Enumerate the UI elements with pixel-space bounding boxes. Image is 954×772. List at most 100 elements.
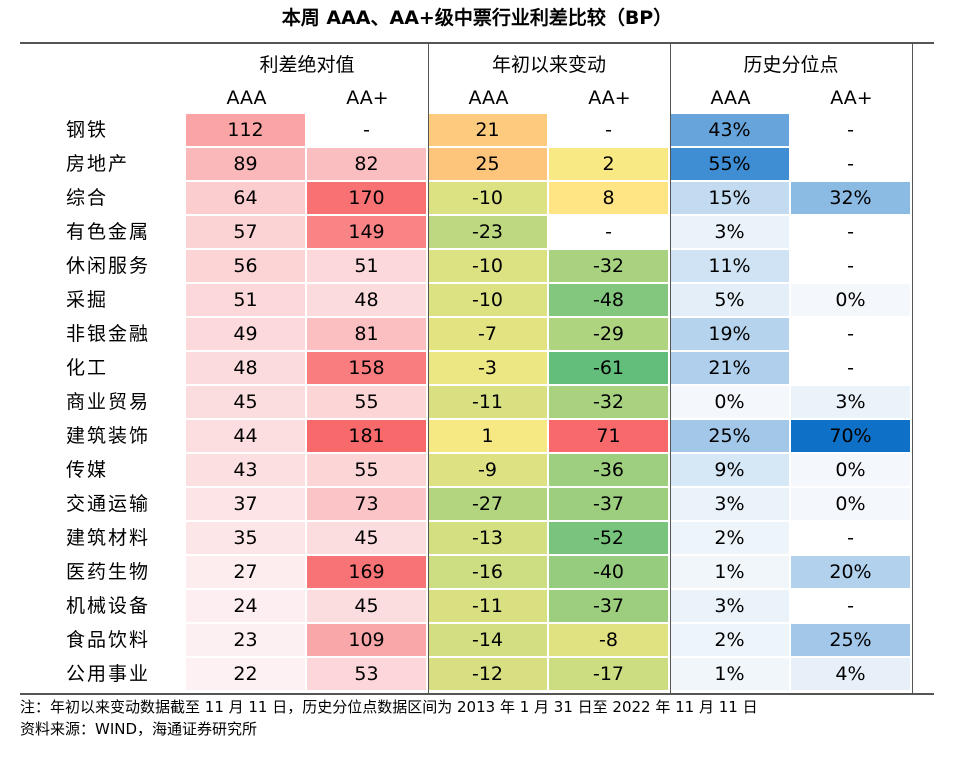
cell-pct-aaplus: - xyxy=(847,255,854,277)
cell-spread-aaplus: 55 xyxy=(307,386,426,418)
table-row: 非银金融 49 81 -7 -29 19% - xyxy=(0,318,954,352)
cell-change-aaplus: -8 xyxy=(549,624,668,656)
cell-spread-aaa: 44 xyxy=(186,420,305,452)
cell-spread-aaplus: 55 xyxy=(307,454,426,486)
cell-change-aaplus: -37 xyxy=(549,488,668,520)
cell-pct-aaa: 1% xyxy=(670,556,789,588)
cell-pct-aaa: 2% xyxy=(670,522,789,554)
table-row: 机械设备 24 45 -11 -37 3% - xyxy=(0,590,954,624)
cell-pct-aaplus: 3% xyxy=(791,386,910,418)
table-row: 公用事业 22 53 -12 -17 1% 4% xyxy=(0,658,954,692)
sub-header-pct-aaa: AAA xyxy=(710,87,751,109)
separator-right xyxy=(912,44,913,693)
cell-pct-aaplus: 25% xyxy=(791,624,910,656)
bottom-rule xyxy=(20,693,934,695)
sub-header-change-aaplus: AA+ xyxy=(588,87,631,109)
cell-spread-aaplus: 73 xyxy=(307,488,426,520)
footnote: 注：年初以来变动数据截至 11 月 11 日，历史分位点数据区间为 2013 年… xyxy=(20,696,950,740)
cell-pct-aaplus: 0% xyxy=(791,488,910,520)
cell-change-aaa: 21 xyxy=(428,114,547,146)
cell-change-aaplus: -32 xyxy=(549,250,668,282)
cell-spread-aaa: 35 xyxy=(186,522,305,554)
cell-spread-aaplus: 51 xyxy=(307,250,426,282)
table-row: 商业贸易 45 55 -11 -32 0% 3% xyxy=(0,386,954,420)
row-label: 休闲服务 xyxy=(66,255,151,277)
cell-change-aaa: -3 xyxy=(428,352,547,384)
cell-spread-aaa: 37 xyxy=(186,488,305,520)
row-label: 机械设备 xyxy=(66,595,151,617)
cell-change-aaplus: -48 xyxy=(549,284,668,316)
cell-pct-aaplus: 0% xyxy=(791,454,910,486)
cell-spread-aaplus: 158 xyxy=(307,352,426,384)
sub-header-spread-aaplus: AA+ xyxy=(346,87,389,109)
cell-change-aaplus: - xyxy=(605,119,612,141)
cell-pct-aaplus: - xyxy=(847,527,854,549)
cell-change-aaa: -7 xyxy=(428,318,547,350)
cell-spread-aaplus: 169 xyxy=(307,556,426,588)
top-rule xyxy=(20,42,934,44)
cell-change-aaa: -13 xyxy=(428,522,547,554)
cell-spread-aaplus: 82 xyxy=(307,148,426,180)
cell-change-aaa: -11 xyxy=(428,590,547,622)
cell-pct-aaa: 15% xyxy=(670,182,789,214)
row-label: 建筑装饰 xyxy=(66,425,151,447)
row-label: 非银金融 xyxy=(66,323,151,345)
row-label: 商业贸易 xyxy=(66,391,151,413)
table-row: 钢铁 112 - 21 - 43% - xyxy=(0,114,954,148)
cell-spread-aaplus: 45 xyxy=(307,590,426,622)
cell-spread-aaa: 49 xyxy=(186,318,305,350)
row-label: 公用事业 xyxy=(66,663,151,685)
cell-change-aaplus: -29 xyxy=(549,318,668,350)
cell-pct-aaplus: 4% xyxy=(791,658,910,690)
cell-spread-aaa: 48 xyxy=(186,352,305,384)
table-row: 休闲服务 56 51 -10 -32 11% - xyxy=(0,250,954,284)
cell-pct-aaa: 0% xyxy=(670,386,789,418)
cell-change-aaplus: -37 xyxy=(549,590,668,622)
cell-pct-aaa: 43% xyxy=(670,114,789,146)
table-row: 交通运输 37 73 -27 -37 3% 0% xyxy=(0,488,954,522)
sub-header-change-aaa: AAA xyxy=(468,87,509,109)
table-row: 化工 48 158 -3 -61 21% - xyxy=(0,352,954,386)
row-label: 食品饮料 xyxy=(66,629,151,651)
cell-spread-aaa: 56 xyxy=(186,250,305,282)
group-header-percentile: 历史分位点 xyxy=(743,54,839,76)
separator-change xyxy=(428,44,429,693)
cell-spread-aaa: 112 xyxy=(186,114,305,146)
cell-change-aaa: -11 xyxy=(428,386,547,418)
table-row: 建筑材料 35 45 -13 -52 2% - xyxy=(0,522,954,556)
cell-spread-aaplus: 48 xyxy=(307,284,426,316)
cell-pct-aaplus: 20% xyxy=(791,556,910,588)
table-row: 采掘 51 48 -10 -48 5% 0% xyxy=(0,284,954,318)
cell-change-aaplus: -32 xyxy=(549,386,668,418)
cell-pct-aaplus: - xyxy=(847,323,854,345)
cell-spread-aaplus: 149 xyxy=(307,216,426,248)
row-label: 综合 xyxy=(66,187,109,209)
cell-change-aaa: -23 xyxy=(428,216,547,248)
table-row: 传媒 43 55 -9 -36 9% 0% xyxy=(0,454,954,488)
group-header-change: 年初以来变动 xyxy=(491,54,606,76)
group-header-row: 利差绝对值 年初以来变动 历史分位点 xyxy=(0,48,954,82)
cell-spread-aaa: 57 xyxy=(186,216,305,248)
cell-change-aaa: -12 xyxy=(428,658,547,690)
table-row: 医药生物 27 169 -16 -40 1% 20% xyxy=(0,556,954,590)
cell-spread-aaa: 51 xyxy=(186,284,305,316)
cell-change-aaplus: 71 xyxy=(549,420,668,452)
table-title: 本周 AAA、AA+级中票行业利差比较（BP） xyxy=(281,7,673,29)
cell-change-aaplus: -36 xyxy=(549,454,668,486)
cell-pct-aaplus: 32% xyxy=(791,182,910,214)
row-label: 化工 xyxy=(66,357,109,379)
cell-pct-aaplus: - xyxy=(847,357,854,379)
row-label: 钢铁 xyxy=(66,119,109,141)
cell-spread-aaa: 23 xyxy=(186,624,305,656)
cell-pct-aaa: 3% xyxy=(670,488,789,520)
cell-change-aaa: -10 xyxy=(428,250,547,282)
cell-change-aaplus: - xyxy=(605,221,612,243)
table-row: 建筑装饰 44 181 1 71 25% 70% xyxy=(0,420,954,454)
cell-pct-aaa: 21% xyxy=(670,352,789,384)
cell-pct-aaplus: - xyxy=(847,153,854,175)
cell-spread-aaplus: 181 xyxy=(307,420,426,452)
cell-spread-aaa: 89 xyxy=(186,148,305,180)
cell-change-aaa: -10 xyxy=(428,182,547,214)
table-row: 综合 64 170 -10 8 15% 32% xyxy=(0,182,954,216)
cell-spread-aaplus: 109 xyxy=(307,624,426,656)
